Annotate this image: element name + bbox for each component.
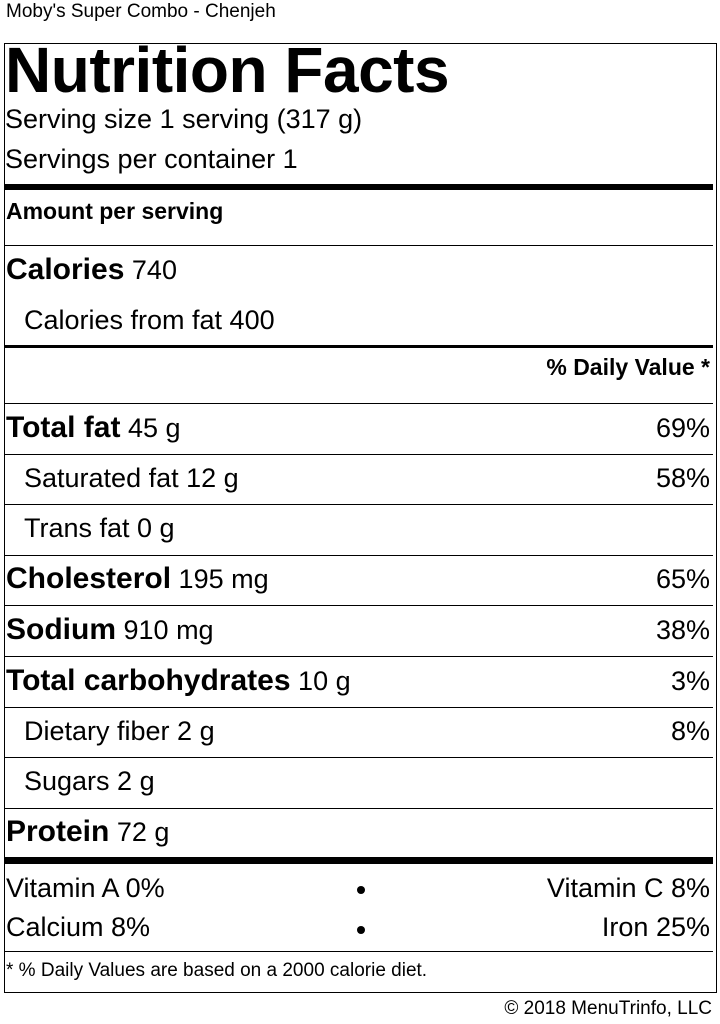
divider: [4, 757, 713, 758]
page-title: Nutrition Facts: [5, 34, 450, 106]
copyright: © 2018 MenuTrinfo, LLC: [504, 998, 712, 1019]
divider: [4, 504, 713, 505]
divider: [4, 951, 713, 952]
calories-from-fat-row: Calories from fat 400: [4, 300, 710, 340]
calories-label: Calories: [6, 253, 125, 286]
calories-row: Calories 740: [4, 250, 710, 290]
divider: [4, 605, 713, 606]
cholesterol-amount: 195 mg: [178, 564, 269, 594]
saturated-fat-row: Saturated fat 12 g 58%: [4, 458, 710, 498]
divider: [4, 555, 713, 556]
nutrition-label: [4, 43, 717, 993]
divider: [4, 707, 713, 708]
footnote: * % Daily Values are based on a 2000 cal…: [6, 960, 428, 981]
calories-from-fat: Calories from fat 400: [24, 305, 275, 335]
total-fat-amount: 45 g: [127, 413, 181, 443]
protein-label: Protein: [6, 815, 110, 848]
divider: [4, 454, 713, 455]
cholesterol-dv: 65%: [655, 564, 710, 594]
thick-divider: [4, 184, 713, 190]
vitamin-a: Vitamin A 0%: [6, 873, 165, 903]
total-carbohydrates-dv: 3%: [670, 666, 710, 696]
item-title: Moby's Super Combo - Chenjeh: [6, 1, 276, 22]
saturated-fat-label: Saturated fat 12 g: [24, 463, 239, 493]
iron: Iron 25%: [601, 912, 710, 942]
total-carbohydrates-amount: 10 g: [298, 666, 351, 696]
amount-per-serving: Amount per serving: [6, 198, 224, 224]
total-fat-row: Total fat 45 g 69%: [4, 408, 710, 448]
serving-size: Serving size 1 serving (317 g): [5, 104, 363, 134]
sugars-row: Sugars 2 g: [4, 761, 710, 801]
cholesterol-label: Cholesterol: [6, 562, 172, 595]
sodium-row: Sodium 910 mg 38%: [4, 610, 710, 650]
divider: [4, 403, 713, 404]
bullet-dot: [357, 886, 365, 894]
bullet-dot: [357, 926, 365, 934]
total-carbohydrates-row: Total carbohydrates 10 g 3%: [4, 661, 710, 701]
protein-row: Protein 72 g: [4, 812, 710, 852]
thick-divider: [4, 857, 713, 864]
servings-per-container: Servings per container 1: [5, 144, 298, 174]
sodium-dv: 38%: [655, 615, 710, 645]
medium-divider: [4, 345, 713, 348]
calcium: Calcium 8%: [6, 912, 151, 942]
dietary-fiber-label: Dietary fiber 2 g: [24, 716, 215, 746]
total-carbohydrates-label: Total carbohydrates: [6, 664, 291, 697]
sugars-label: Sugars 2 g: [24, 766, 155, 796]
sodium-label: Sodium: [6, 613, 116, 646]
divider: [4, 656, 713, 657]
divider: [4, 245, 713, 246]
dietary-fiber-row: Dietary fiber 2 g 8%: [4, 711, 710, 751]
total-fat-dv: 69%: [655, 413, 710, 443]
daily-value-header: % Daily Value *: [546, 354, 710, 380]
vitamin-c: Vitamin C 8%: [546, 873, 710, 903]
saturated-fat-dv: 58%: [655, 463, 710, 493]
cholesterol-row: Cholesterol 195 mg 65%: [4, 559, 710, 599]
trans-fat-label: Trans fat 0 g: [24, 513, 175, 543]
divider: [4, 808, 713, 809]
trans-fat-row: Trans fat 0 g: [4, 508, 710, 548]
dietary-fiber-dv: 8%: [670, 716, 710, 746]
protein-amount: 72 g: [116, 817, 170, 847]
calories-value: 740: [131, 255, 177, 285]
sodium-amount: 910 mg: [123, 615, 214, 645]
total-fat-label: Total fat: [6, 411, 121, 444]
